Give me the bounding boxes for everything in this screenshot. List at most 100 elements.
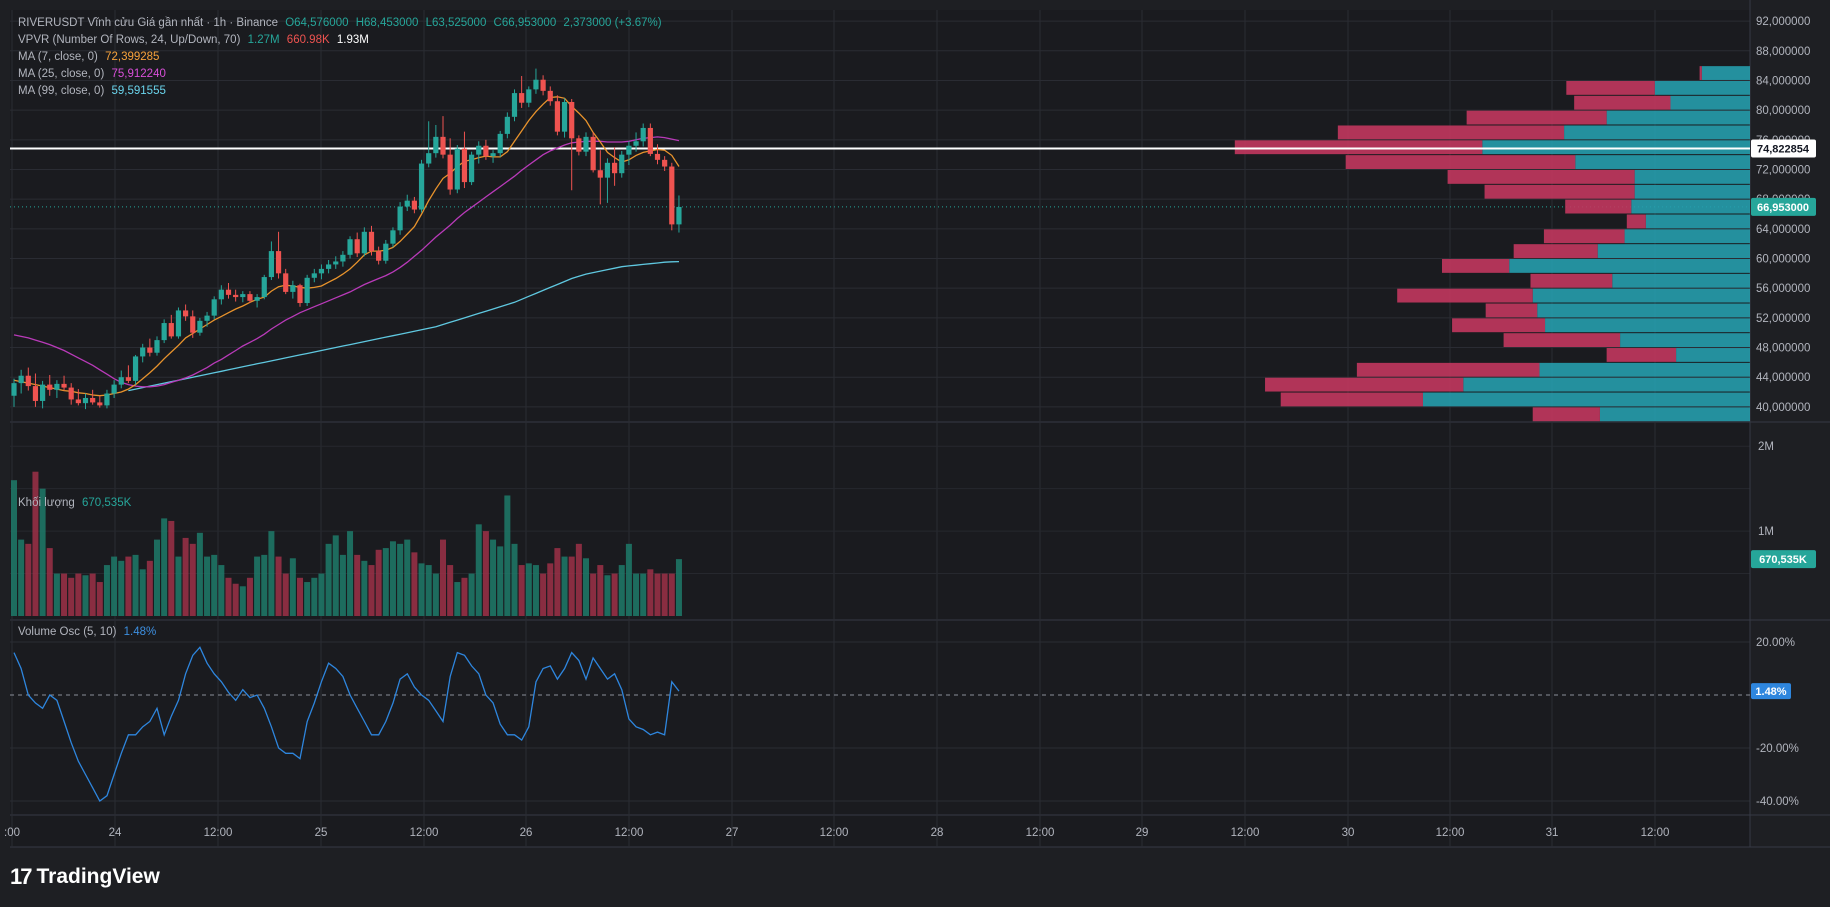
ma25-path — [13, 136, 680, 388]
vp-down-bar — [1532, 407, 1600, 422]
ohlc-high: H68,453000 — [355, 17, 419, 29]
osc-legend[interactable]: Volume Osc (5, 10) 1.48% — [18, 626, 160, 638]
vp-down-bar — [1442, 259, 1510, 273]
candle-body — [197, 320, 203, 333]
ma25-legend[interactable]: MA (25, close, 0) 75,912240 — [18, 68, 170, 80]
candle-body — [576, 138, 582, 152]
osc-value-tag-bg — [1751, 683, 1791, 700]
time-axis-tick: 12:00 — [410, 827, 439, 839]
osc-label: Volume Osc (5, 10) — [18, 626, 117, 638]
vpvr-down: 660.98K — [286, 34, 330, 46]
ma7-line — [13, 96, 680, 397]
volume-bar — [668, 573, 675, 616]
candle-body — [18, 375, 24, 384]
volume-bar — [475, 524, 482, 616]
volume-bar — [468, 573, 475, 616]
volume-bar — [575, 543, 582, 616]
vp-up-bar — [1599, 407, 1750, 422]
vp-down-bar — [1484, 184, 1635, 199]
candle-body — [40, 384, 46, 401]
volume-bar — [297, 577, 303, 616]
vp-down-bar — [1234, 140, 1483, 155]
volume-bar — [354, 554, 361, 616]
volume-bar — [211, 554, 218, 616]
candle-body — [118, 377, 124, 385]
price-axis-tick: 40,000000 — [1756, 402, 1810, 414]
vp-down-bar — [1530, 273, 1613, 288]
osc-value-tag: 1.48% — [1755, 686, 1786, 698]
volume-bar — [46, 548, 53, 616]
candle-body — [111, 384, 117, 394]
candles — [11, 68, 682, 410]
ohlc-open: O64,576000 — [285, 17, 349, 29]
time-axis-tick: 26 — [520, 827, 533, 839]
vp-up-bar — [1606, 110, 1750, 125]
vp-down-bar — [1566, 80, 1655, 95]
vp-down-bar — [1485, 303, 1538, 318]
candle-body — [304, 277, 310, 304]
vp-up-bar — [1422, 392, 1750, 407]
time-axis-tick: 28 — [931, 827, 944, 839]
volume-bar — [132, 554, 139, 616]
volume-bar — [411, 552, 418, 616]
vpvr-legend[interactable]: VPVR (Number Of Rows, 24, Up/Down, 70) 1… — [18, 34, 373, 46]
volume-bar — [382, 548, 389, 616]
volume-bar — [182, 537, 189, 616]
candle-body — [347, 239, 353, 255]
vp-down-bar — [1606, 348, 1677, 362]
ma25-value: 75,912240 — [111, 68, 166, 80]
ma99-legend[interactable]: MA (99, close, 0) 59,591555 — [18, 85, 170, 97]
vp-down-bar — [1543, 229, 1625, 244]
candle-body — [147, 347, 153, 353]
volume-bar — [89, 573, 96, 616]
candle-body — [168, 323, 174, 337]
volume-bar — [661, 573, 668, 616]
candle-body — [511, 93, 518, 117]
volume-bar — [447, 565, 454, 616]
vpvr-total: 1.93M — [336, 34, 369, 46]
candle-body — [354, 239, 360, 254]
candle-body — [604, 162, 611, 178]
volume-value-tag-bg — [1751, 550, 1816, 569]
candle-body — [175, 310, 182, 337]
ma7-path — [13, 96, 680, 397]
candle-body — [454, 148, 460, 190]
volume-bar — [118, 560, 125, 616]
volume-bar — [504, 495, 511, 616]
tradingview-logo-icon: 17 — [10, 864, 33, 889]
candle-body — [390, 230, 396, 244]
candle-body — [47, 384, 53, 390]
candle-body — [583, 136, 589, 152]
candle-body — [540, 79, 546, 91]
vp-down-bar — [1565, 199, 1632, 214]
time-axis-tick: 12:00 — [1641, 827, 1670, 839]
volume-bar — [289, 558, 296, 616]
candle-body — [626, 145, 632, 155]
volume-value-tag: 670,535K — [1759, 554, 1807, 566]
vp-up-bar — [1463, 377, 1750, 392]
candle-body — [612, 162, 618, 174]
candle-body — [469, 154, 475, 183]
candle-body — [132, 356, 139, 381]
candle-body — [590, 136, 596, 171]
candle-body — [204, 315, 210, 321]
candle-body — [497, 133, 503, 154]
candle-body — [447, 154, 453, 190]
axes: 92,00000088,00000084,00000080,00000076,0… — [4, 16, 1816, 839]
candle-body — [547, 90, 553, 102]
tradingview-logo[interactable]: 17 TradingView — [10, 864, 160, 890]
candle-body — [526, 89, 532, 103]
vp-down-bar — [1356, 362, 1540, 377]
volume-bar — [518, 565, 525, 616]
candle-body — [61, 383, 67, 388]
price-axis-tick: 64,000000 — [1756, 224, 1810, 236]
osc-axis-tick: -20.00% — [1756, 743, 1799, 755]
ma7-legend[interactable]: MA (7, close, 0) 72,399285 — [18, 51, 163, 63]
volume-bar — [547, 563, 554, 616]
volume-legend[interactable]: Khối lượng 670,535K — [18, 497, 135, 509]
volume-value: 670,535K — [82, 497, 132, 509]
vp-down-bar — [1452, 318, 1546, 333]
vp-down-bar — [1466, 110, 1607, 125]
last-price-tag: 66,953000 — [1757, 202, 1809, 214]
